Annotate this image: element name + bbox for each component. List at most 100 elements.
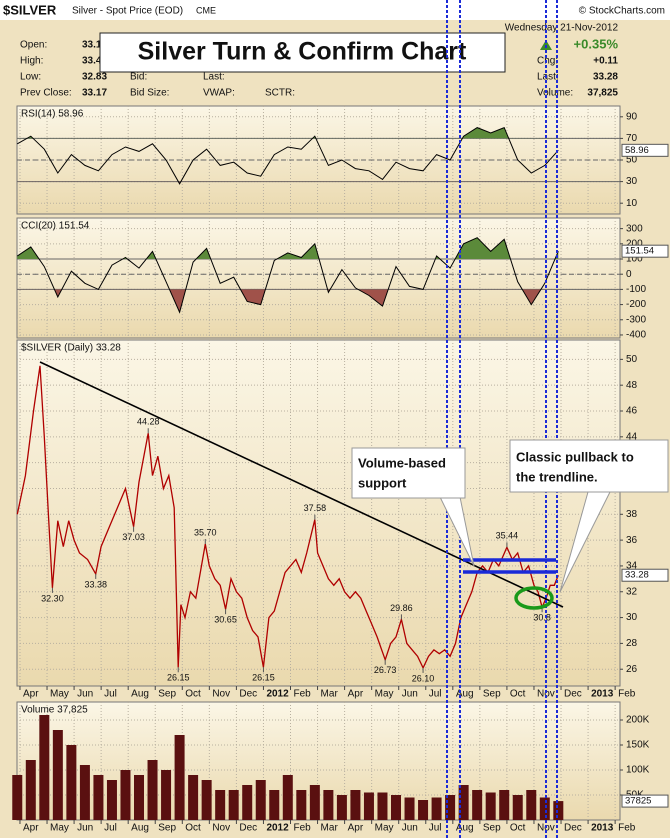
bar — [472, 790, 483, 820]
field-label: Open: — [20, 40, 47, 51]
y-tick-label: 70 — [626, 133, 638, 144]
field-value: +0.11 — [593, 56, 618, 67]
symbol: $SILVER — [3, 2, 57, 17]
bar — [228, 790, 239, 820]
highlight-ring — [514, 586, 554, 610]
y-tick-label: 300 — [626, 223, 643, 234]
field-label: Low: — [20, 72, 41, 83]
y-tick-label: 50 — [626, 155, 638, 166]
x-tick-label: Oct — [185, 689, 201, 700]
y-tick-label: 30 — [626, 176, 638, 187]
x-tick-label: Dec — [239, 689, 257, 700]
field-label: Volume: — [537, 88, 573, 99]
area-above — [17, 237, 559, 260]
bar — [120, 770, 131, 820]
x-tick-label: Jun — [402, 823, 418, 834]
point-label: 26.15 — [167, 673, 190, 683]
point-label: 32.30 — [41, 593, 64, 603]
x-tick-label: May — [50, 689, 69, 700]
x-tick-label: Sep — [483, 689, 501, 700]
x-tick-label: Nov — [212, 689, 230, 700]
line — [17, 237, 559, 314]
x-tick-label: Mar — [321, 823, 339, 834]
y-tick-label: 30 — [626, 612, 638, 623]
bar — [25, 760, 36, 820]
y-tick-label: 32 — [626, 586, 638, 597]
y-tick-label: 38 — [626, 509, 638, 520]
x-tick-label: 2013 — [591, 823, 614, 834]
field-value: 33.28 — [593, 72, 618, 83]
line — [17, 126, 559, 185]
x-tick-label: Sep — [158, 823, 176, 834]
bar — [336, 795, 347, 820]
field-value: 33.1 — [82, 40, 102, 51]
x-tick-label: Sep — [158, 689, 176, 700]
x-tick-label: 2012 — [266, 823, 289, 834]
x-tick-label: Jun — [77, 689, 93, 700]
panel — [16, 217, 621, 339]
bar — [445, 795, 456, 820]
point-label: 35.70 — [194, 527, 217, 537]
x-tick-label: May — [375, 823, 394, 834]
bar — [418, 800, 429, 820]
field-value: 32.83 — [82, 72, 107, 83]
last-value-tag — [621, 143, 669, 157]
callout-box — [351, 447, 466, 499]
x-tick-label: Nov — [212, 823, 230, 834]
y-tick-label: 48 — [626, 380, 638, 391]
callout-text: Volume-based — [358, 455, 446, 470]
x-tick-label: Jun — [77, 823, 93, 834]
field-label: Bid Size: — [130, 88, 169, 99]
x-tick-label: Oct — [185, 823, 201, 834]
bar — [39, 715, 50, 820]
point-label: 30.65 — [214, 615, 237, 625]
y-tick-label: -400 — [626, 330, 646, 341]
field-value: 37,825 — [587, 88, 618, 99]
panel-label: CCI(20) 151.54 — [21, 221, 90, 232]
field-label: Last: — [537, 72, 559, 83]
bar — [66, 745, 77, 820]
panel-label: $SILVER (Daily) 33.28 — [21, 343, 121, 354]
bar — [499, 790, 510, 820]
point-label: 30.8 — [533, 613, 551, 623]
bar — [174, 735, 185, 820]
y-tick-label: 0 — [626, 269, 632, 280]
field-label: Bid: — [130, 72, 147, 83]
y-tick-label: 100 — [626, 254, 643, 265]
y-tick-label: -100 — [626, 284, 646, 295]
date: Wednesday 21-Nov-2012 — [505, 23, 619, 34]
bar — [323, 790, 334, 820]
bar — [404, 797, 415, 820]
callout-text: Classic pullback to — [516, 449, 634, 464]
y-tick-label: 90 — [626, 111, 638, 122]
bar — [485, 792, 496, 820]
last-value: 37825 — [625, 796, 651, 807]
point-label: 29.86 — [390, 603, 413, 613]
bar — [296, 790, 307, 820]
bar — [147, 760, 158, 820]
x-tick-label: Dec — [564, 823, 582, 834]
y-tick-label: 100K — [626, 765, 650, 776]
bar — [255, 780, 266, 820]
bar — [391, 795, 402, 820]
y-tick-label: 50 — [626, 354, 638, 365]
bar — [93, 775, 104, 820]
x-tick-label: Oct — [510, 823, 526, 834]
x-tick-label: Apr — [23, 823, 39, 834]
bar — [215, 790, 226, 820]
callout-text: the trendline. — [516, 469, 598, 484]
bar — [161, 770, 172, 820]
field-label: Chg: — [537, 56, 558, 67]
y-tick-label: 10 — [626, 198, 638, 209]
y-tick-label: 150K — [626, 740, 650, 751]
bar — [377, 792, 388, 820]
x-tick-label: Jun — [402, 689, 418, 700]
x-tick-label: Apr — [348, 689, 364, 700]
bar — [106, 780, 117, 820]
field-label: Last: — [203, 72, 225, 83]
x-tick-label: May — [50, 823, 69, 834]
x-tick-label: Feb — [294, 689, 312, 700]
point-label: 37.03 — [122, 532, 145, 542]
x-tick-label: Aug — [456, 823, 474, 834]
x-tick-label: Jul — [429, 689, 442, 700]
